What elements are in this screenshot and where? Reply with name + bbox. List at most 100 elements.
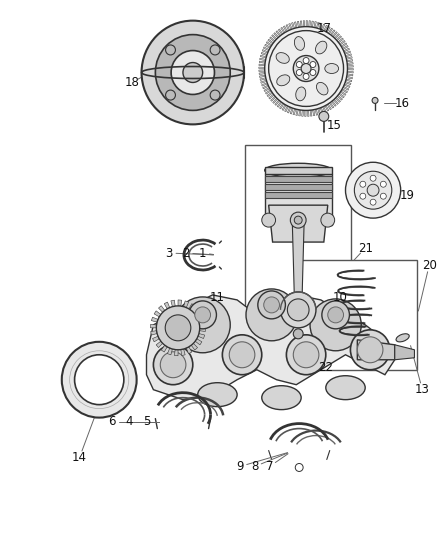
Polygon shape [263,85,268,89]
Circle shape [295,464,303,472]
Polygon shape [337,95,343,100]
Polygon shape [259,61,265,63]
Circle shape [328,307,343,323]
Circle shape [367,184,379,196]
Polygon shape [313,110,315,116]
Polygon shape [276,31,281,36]
Circle shape [294,216,302,224]
Polygon shape [261,83,268,86]
Circle shape [258,291,286,319]
Polygon shape [154,311,161,317]
Circle shape [350,330,390,370]
Polygon shape [261,52,267,55]
Polygon shape [268,39,273,44]
Polygon shape [299,110,301,116]
Polygon shape [300,21,302,27]
Circle shape [322,301,350,329]
Text: 19: 19 [400,189,415,201]
Polygon shape [347,71,353,73]
Circle shape [354,171,392,209]
Text: 7: 7 [266,460,273,473]
Ellipse shape [316,83,328,95]
Circle shape [357,337,383,363]
Polygon shape [200,328,205,332]
Ellipse shape [186,22,208,123]
Circle shape [62,342,137,417]
Polygon shape [321,24,325,30]
Polygon shape [346,54,352,57]
Circle shape [310,61,316,68]
Circle shape [290,212,306,228]
Circle shape [166,90,176,100]
Polygon shape [193,308,200,314]
Bar [245,146,351,320]
Polygon shape [297,21,300,27]
Polygon shape [294,22,297,28]
Polygon shape [159,306,165,312]
Polygon shape [261,80,267,83]
Polygon shape [174,350,178,356]
Text: 17: 17 [316,22,331,35]
Polygon shape [311,21,314,27]
Circle shape [360,181,366,187]
Text: 4: 4 [125,415,133,428]
Circle shape [301,63,311,74]
Text: 10: 10 [333,292,348,304]
Polygon shape [270,37,275,42]
Polygon shape [346,79,352,82]
Polygon shape [318,108,321,115]
Polygon shape [327,104,332,110]
Circle shape [183,62,203,83]
Circle shape [160,352,186,378]
Polygon shape [156,341,162,348]
Circle shape [293,55,319,82]
Bar [265,176,332,182]
Bar [265,192,332,198]
Bar [301,260,417,370]
Ellipse shape [277,75,290,86]
Polygon shape [292,222,304,295]
Circle shape [280,292,316,328]
Polygon shape [310,110,312,116]
Circle shape [223,335,262,375]
Circle shape [293,329,303,339]
Circle shape [155,35,230,110]
Text: 6: 6 [108,415,116,428]
Polygon shape [345,82,351,85]
Polygon shape [346,76,353,79]
Polygon shape [336,36,342,41]
Polygon shape [265,90,271,94]
Polygon shape [395,345,414,360]
Polygon shape [290,108,293,114]
Text: 8: 8 [251,460,258,473]
Polygon shape [152,336,159,342]
Polygon shape [314,21,316,28]
Polygon shape [291,22,294,29]
Circle shape [303,58,309,63]
Circle shape [319,111,329,122]
Text: 2: 2 [182,247,190,260]
Text: 22: 22 [318,361,333,374]
Ellipse shape [262,386,301,410]
Circle shape [303,74,309,79]
Polygon shape [265,167,332,174]
Polygon shape [296,109,298,116]
Polygon shape [199,321,205,325]
Polygon shape [332,31,337,37]
Circle shape [229,342,255,368]
Polygon shape [328,28,333,34]
Polygon shape [150,324,156,328]
Polygon shape [287,107,291,113]
Polygon shape [259,64,265,66]
Circle shape [370,199,376,205]
Polygon shape [286,25,290,30]
Polygon shape [279,103,284,109]
Polygon shape [171,300,175,306]
Polygon shape [307,110,309,116]
Polygon shape [275,100,280,106]
Polygon shape [315,109,318,115]
Circle shape [210,90,220,100]
Polygon shape [260,58,266,61]
Polygon shape [336,97,341,102]
Text: 21: 21 [358,241,373,255]
